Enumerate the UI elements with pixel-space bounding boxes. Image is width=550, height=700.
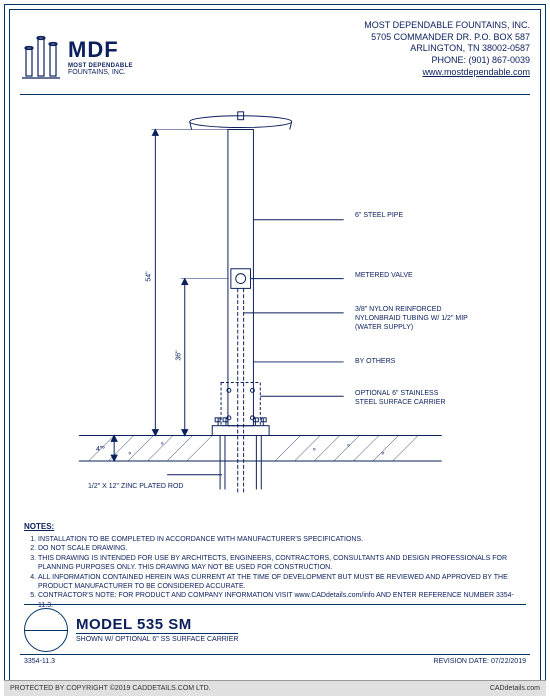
company-address: MOST DEPENDABLE FOUNTAINS, INC. 5705 COM… xyxy=(220,20,530,92)
note-item: THIS DRAWING IS INTENDED FOR USE BY ARCH… xyxy=(38,554,526,573)
label-carrier1: OPTIONAL 6" STAINLESS xyxy=(355,390,438,397)
inner-frame: MDF MOST DEPENDABLE FOUNTAINS, INC. MOST… xyxy=(9,9,541,691)
label-tubing2: NYLONBRAID TUBING W/ 1/2" MIP xyxy=(355,315,468,322)
caddetails-link[interactable]: CADdetails.com xyxy=(490,685,540,692)
logo-area: MDF MOST DEPENDABLE FOUNTAINS, INC. xyxy=(20,20,220,92)
copyright-bar: PROTECTED BY COPYRIGHT ©2019 CADDETAILS.… xyxy=(4,680,546,696)
title-block: MODEL 535 SM SHOWN W/ OPTIONAL 6" SS SUR… xyxy=(24,604,526,654)
addr-line1: 5705 COMMANDER DR. P.O. BOX 587 xyxy=(220,32,530,44)
notes-section: NOTES: INSTALLATION TO BE COMPLETED IN A… xyxy=(24,522,526,610)
model-title: MODEL 535 SM xyxy=(76,616,238,633)
notes-list: INSTALLATION TO BE COMPLETED IN ACCORDAN… xyxy=(38,535,526,611)
dim-54: 54" xyxy=(146,271,153,281)
ref-number: 3354-11.3 xyxy=(24,658,55,665)
header-divider xyxy=(20,94,530,95)
label-carrier2: STEEL SURFACE CARRIER xyxy=(355,399,445,406)
logo-letters: MDF xyxy=(68,37,133,63)
label-tubing3: (WATER SUPPLY) xyxy=(355,324,413,331)
revision-date: REVISION DATE: 07/22/2019 xyxy=(434,658,526,665)
label-steel-pipe: 6" STEEL PIPE xyxy=(355,212,403,219)
addr-line2: ARLINGTON, TN 38002-0587 xyxy=(220,43,530,55)
label-metered-valve: METERED VALVE xyxy=(355,272,413,279)
model-subtitle: SHOWN W/ OPTIONAL 6" SS SURFACE CARRIER xyxy=(76,633,238,643)
header: MDF MOST DEPENDABLE FOUNTAINS, INC. MOST… xyxy=(20,20,530,92)
dim-4: 4" xyxy=(96,446,102,453)
copyright-text: PROTECTED BY COPYRIGHT ©2019 CADDETAILS.… xyxy=(10,685,211,692)
drawing-svg xyxy=(20,98,530,518)
note-item: DO NOT SCALE DRAWING. xyxy=(38,544,526,553)
technical-drawing: 6" STEEL PIPE METERED VALVE 3/8" NYLON R… xyxy=(20,98,530,518)
note-item: INSTALLATION TO BE COMPLETED IN ACCORDAN… xyxy=(38,535,526,544)
label-by-others: BY OTHERS xyxy=(355,358,395,365)
company-name: MOST DEPENDABLE FOUNTAINS, INC. xyxy=(220,20,530,32)
website-link[interactable]: www.mostdependable.com xyxy=(422,67,530,77)
footer-row: 3354-11.3 REVISION DATE: 07/22/2019 xyxy=(20,654,530,668)
logo-sub: FOUNTAINS, INC. xyxy=(68,69,133,76)
detail-circle-icon xyxy=(24,608,68,652)
phone: PHONE: (901) 867-0039 xyxy=(220,55,530,67)
label-tubing1: 3/8" NYLON REINFORCED xyxy=(355,306,442,313)
fountain-logo-icon xyxy=(20,30,62,82)
label-rod: 1/2" X 12" ZINC PLATED ROD xyxy=(88,483,183,490)
dim-36: 36" xyxy=(176,350,183,360)
note-item: ALL INFORMATION CONTAINED HEREIN WAS CUR… xyxy=(38,573,526,592)
notes-title: NOTES: xyxy=(24,522,526,533)
